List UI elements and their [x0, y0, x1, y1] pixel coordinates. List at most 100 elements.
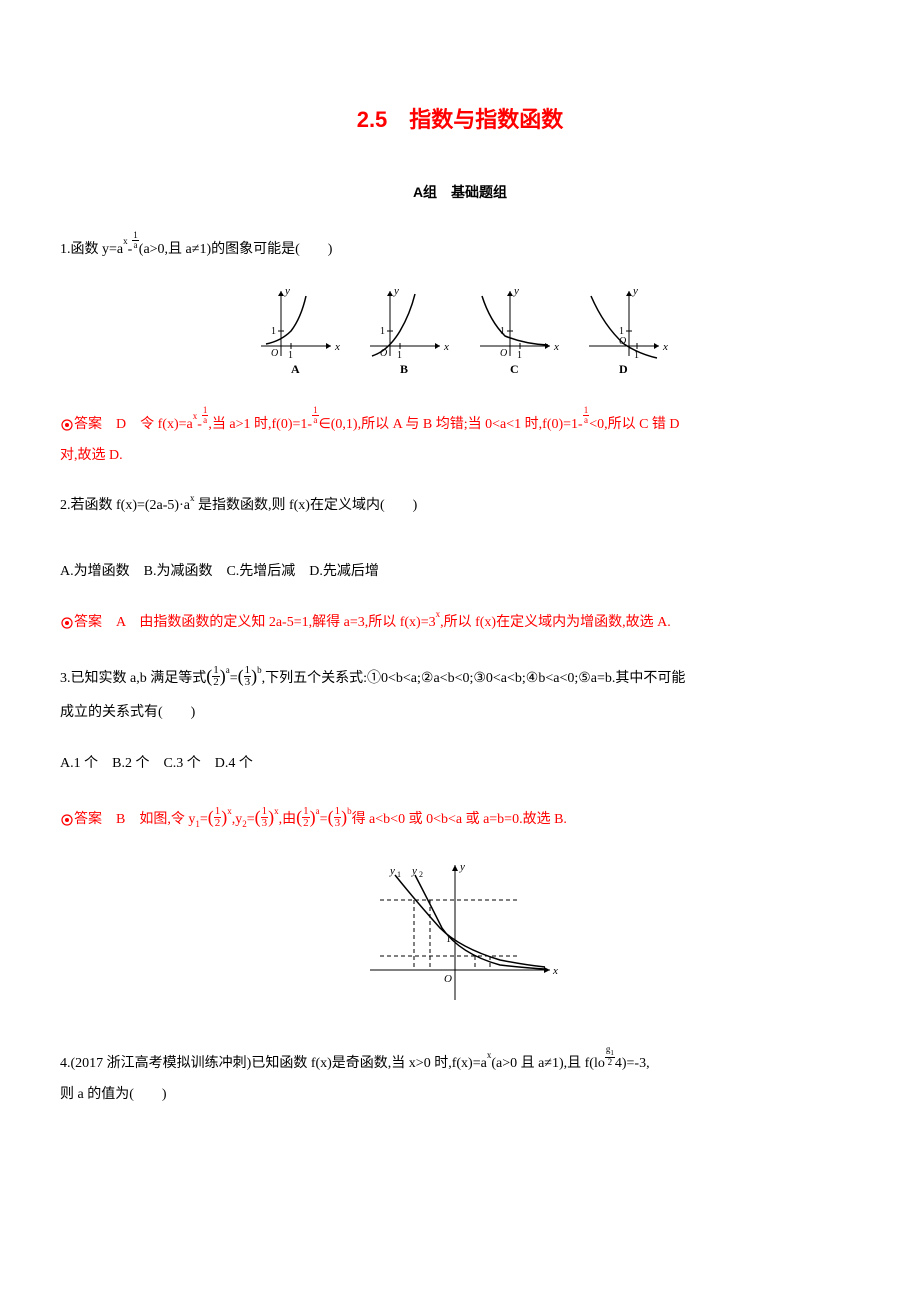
svg-text:x: x — [662, 341, 668, 353]
a3-frac1: 12 — [208, 798, 228, 838]
group-subtitle: A组 基础题组 — [60, 180, 860, 205]
svg-text:y: y — [393, 286, 399, 297]
svg-text:1: 1 — [619, 326, 624, 337]
svg-text:1: 1 — [380, 326, 385, 337]
q1-text-prefix: 1.函数 y=a — [60, 242, 123, 257]
svg-text:y: y — [459, 861, 465, 873]
svg-text:y: y — [632, 286, 638, 297]
question-3: 3.已知实数 a,b 满足等式12a=13b,下列五个关系式:①0<b<a;②a… — [60, 659, 860, 729]
answer-icon — [60, 616, 74, 630]
a2-t1: 由指数函数的定义知 2a-5=1,解得 a=3,所以 f(x)=3 — [139, 615, 435, 630]
svg-text:C: C — [510, 362, 519, 376]
q3-frac2: 13 — [238, 657, 258, 697]
graph-b: x y O 1 1 B — [360, 286, 450, 376]
a1-letter: D — [116, 417, 126, 432]
q2-options: A.为增函数 B.为减函数 C.先增后减 D.先减后增 — [60, 557, 860, 588]
q1-figures: x y O 1 1 A x y O 1 1 B x y O 1 1 — [60, 286, 860, 385]
a3-letter: B — [116, 812, 125, 827]
q3-exp2: b — [257, 665, 262, 675]
a3-eq3: = — [320, 812, 328, 827]
q3-t3: 成立的关系式有( ) — [60, 705, 195, 720]
q2-text1: 2.若函数 f(x)=(2a-5)·a — [60, 498, 190, 513]
q4-t3: 4)=-3, — [615, 1056, 650, 1071]
q3-exp1: a — [226, 665, 230, 675]
question-4: 4.(2017 浙江高考模拟训练冲刺)已知函数 f(x)是奇函数,当 x>0 时… — [60, 1049, 860, 1111]
answer-3: 答案 B 如图,令 y1=12x,y2=13x,由12a=13b得 a<b<0 … — [60, 800, 860, 840]
q2-exp: x — [190, 493, 195, 503]
svg-text:1: 1 — [517, 350, 522, 361]
a2-exp: x — [436, 609, 441, 619]
svg-text:1: 1 — [397, 350, 402, 361]
answer-icon — [60, 418, 74, 432]
a3-t4: 得 a<b<0 或 0<b<a 或 a=b=0.故选 B. — [352, 812, 567, 827]
a3-exp3: a — [316, 806, 320, 816]
svg-text:x: x — [553, 341, 559, 353]
svg-text:1: 1 — [271, 326, 276, 337]
graph-c: x y O 1 1 C — [470, 286, 560, 376]
q3-options: A.1 个 B.2 个 C.3 个 D.4 个 — [60, 749, 860, 780]
q3-t1: 3.已知实数 a,b 满足等式 — [60, 671, 206, 686]
svg-text:1: 1 — [288, 350, 293, 361]
a2-letter: A — [116, 615, 125, 630]
svg-text:1: 1 — [397, 870, 401, 879]
a3-exp4: b — [347, 806, 352, 816]
a1-p5: 对,故选 D. — [60, 448, 123, 463]
q1-text-suffix: (a>0,且 a≠1)的图象可能是( ) — [139, 242, 333, 257]
a3-frac4: 13 — [328, 798, 348, 838]
graph-d: x y O 1 1 D — [579, 286, 669, 376]
q3-t2: ,下列五个关系式:①0<b<a;②a<b<0;③0<a<b;④b<a<0;⑤a=… — [262, 671, 686, 686]
svg-text:x: x — [334, 341, 340, 353]
a2-t2: ,所以 f(x)在定义域内为增函数,故选 A. — [440, 615, 671, 630]
svg-text:A: A — [291, 362, 300, 376]
answer-icon — [60, 813, 74, 827]
svg-text:x: x — [552, 965, 558, 977]
svg-text:O: O — [271, 348, 278, 359]
question-1: 1.函数 y=ax-1a(a>0,且 a≠1)的图象可能是( ) — [60, 235, 860, 266]
q4-t2: (a>0 且 a≠1),且 f(lo — [491, 1056, 605, 1071]
q3-frac1: 12 — [206, 657, 226, 697]
a1-tag: 答案 — [74, 417, 102, 432]
svg-text:O: O — [444, 973, 452, 985]
svg-text:D: D — [619, 362, 628, 376]
svg-text:O: O — [500, 348, 507, 359]
q2-text2: 是指数函数,则 f(x)在定义域内( ) — [194, 498, 417, 513]
section-title: 2.5 指数与指数函数 — [60, 100, 860, 140]
svg-text:y: y — [389, 865, 395, 877]
a3-eq2: = — [247, 812, 255, 827]
a1-frac3: 1a — [583, 406, 590, 425]
a3-eq1: = — [200, 812, 208, 827]
q1-exp: x — [123, 236, 128, 246]
svg-text:y: y — [513, 286, 519, 297]
a3-t1: 如图,令 y — [139, 812, 195, 827]
svg-text:x: x — [443, 341, 449, 353]
a1-p3: ∈(0,1),所以 A 与 B 均错;当 0<a<1 时,f(0)=1- — [319, 417, 583, 432]
q1-frac: 1a — [132, 231, 139, 250]
a3-t3: ,由 — [279, 812, 297, 827]
svg-text:B: B — [400, 362, 408, 376]
question-2: 2.若函数 f(x)=(2a-5)·ax 是指数函数,则 f(x)在定义域内( … — [60, 491, 860, 522]
q4-t1: 4.(2017 浙江高考模拟训练冲刺)已知函数 f(x)是奇函数,当 x>0 时… — [60, 1056, 487, 1071]
a3-exp1: x — [227, 806, 232, 816]
q4-t4: 则 a 的值为( ) — [60, 1087, 167, 1102]
a1-p2: ,当 a>1 时,f(0)=1- — [208, 417, 312, 432]
a3-tag: 答案 — [74, 812, 102, 827]
graph-a: x y O 1 1 A — [251, 286, 341, 376]
svg-text:2: 2 — [419, 870, 423, 879]
q4-exp: x — [487, 1050, 492, 1060]
answer-2: 答案 A 由指数函数的定义知 2a-5=1,解得 a=3,所以 f(x)=3x,… — [60, 608, 860, 639]
answer-1: 答案 D 令 f(x)=ax-1a,当 a>1 时,f(0)=1-1a∈(0,1… — [60, 410, 860, 472]
a1-frac1: 1a — [202, 406, 209, 425]
a1-frac2: 1a — [312, 406, 319, 425]
svg-text:y: y — [411, 865, 417, 877]
a3-exp2: x — [274, 806, 279, 816]
a3-figure: x y O 1 y1 y2 — [60, 860, 860, 1019]
a1-p1: 令 f(x)=a — [140, 417, 193, 432]
svg-text:y: y — [284, 286, 290, 297]
a1-p4: <0,所以 C 错 D — [589, 417, 679, 432]
a2-tag: 答案 — [74, 615, 102, 630]
a1-exp: x — [193, 411, 198, 421]
q4-logfrac: g12 — [605, 1045, 615, 1067]
a3-frac3: 12 — [296, 798, 316, 838]
a3-t2: ,y — [232, 812, 243, 827]
a3-frac2: 13 — [255, 798, 275, 838]
